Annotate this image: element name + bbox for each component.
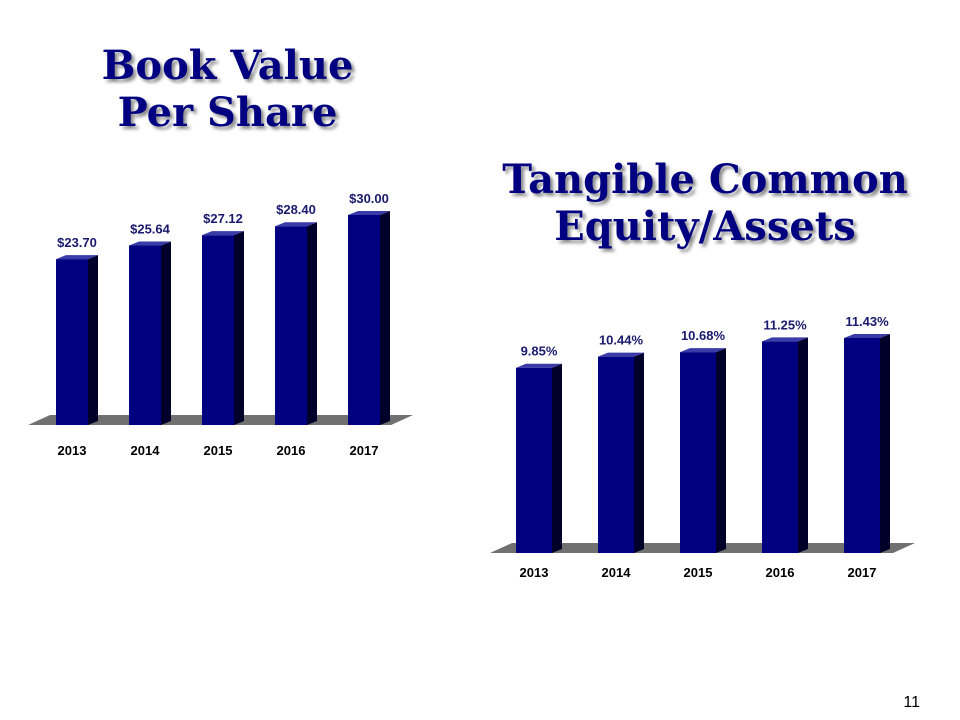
tce-assets-value-label: 10.68% xyxy=(681,328,726,343)
tce-assets-tick-label: 2015 xyxy=(684,565,713,580)
book-value-value-label: $30.00 xyxy=(349,191,389,206)
tce-assets-tick-label: 2014 xyxy=(602,565,632,580)
tce-assets-title: Tangible Common Equity/Assets xyxy=(450,156,960,250)
tce-assets-bar-2015 xyxy=(680,348,726,553)
book-value-value-label: $28.40 xyxy=(276,202,316,217)
book-value-bar-2015 xyxy=(202,231,244,425)
book-value-title: Book Value Per Share xyxy=(40,42,415,136)
tce-assets-tick-label: 2016 xyxy=(766,565,795,580)
book-value-value-label: $23.70 xyxy=(57,235,97,250)
book-value-chart: $23.70 2013 $25.64 2014 $27.12 2015 $28.40 2016… xyxy=(28,191,413,458)
book-value-tick-label: 2016 xyxy=(277,443,306,458)
tce-assets-value-label: 11.25% xyxy=(763,317,807,332)
book-value-value-label: $27.12 xyxy=(203,211,243,226)
page-number: 11 xyxy=(903,694,920,711)
book-value-tick-label: 2013 xyxy=(58,443,87,458)
book-value-title-line-1: Book Value xyxy=(101,42,354,89)
book-value-bar-2013 xyxy=(56,255,98,425)
tce-assets-value-label: 11.43% xyxy=(845,314,889,329)
tce-assets-chart: 9.85% 2013 10.44% 2014 10.68% 2015 11.25% 2016 1… xyxy=(490,314,915,580)
book-value-bar-2014 xyxy=(129,241,171,425)
book-value-value-label: $25.64 xyxy=(130,222,171,237)
tce-assets-bar-2017 xyxy=(844,334,890,553)
book-value-bar-2017 xyxy=(348,211,390,425)
tce-assets-bar-2013 xyxy=(516,363,562,553)
book-value-tick-label: 2017 xyxy=(350,443,379,458)
tce-assets-value-label: 9.85% xyxy=(521,344,558,359)
tce-assets-bar-2014 xyxy=(598,352,644,553)
book-value-tick-label: 2014 xyxy=(131,443,161,458)
book-value-bar-2016 xyxy=(275,222,317,425)
book-value-title-line-2: Per Share xyxy=(117,89,338,137)
tce-assets-title-line-2: Equity/Assets xyxy=(554,203,856,251)
tce-assets-tick-label: 2017 xyxy=(848,565,877,580)
tce-assets-bar-2016 xyxy=(762,337,808,553)
tce-assets-title-line-1: Tangible Common xyxy=(502,156,908,203)
tce-assets-value-label: 10.44% xyxy=(599,333,644,348)
tce-assets-tick-label: 2013 xyxy=(520,565,549,580)
book-value-tick-label: 2015 xyxy=(204,443,233,458)
